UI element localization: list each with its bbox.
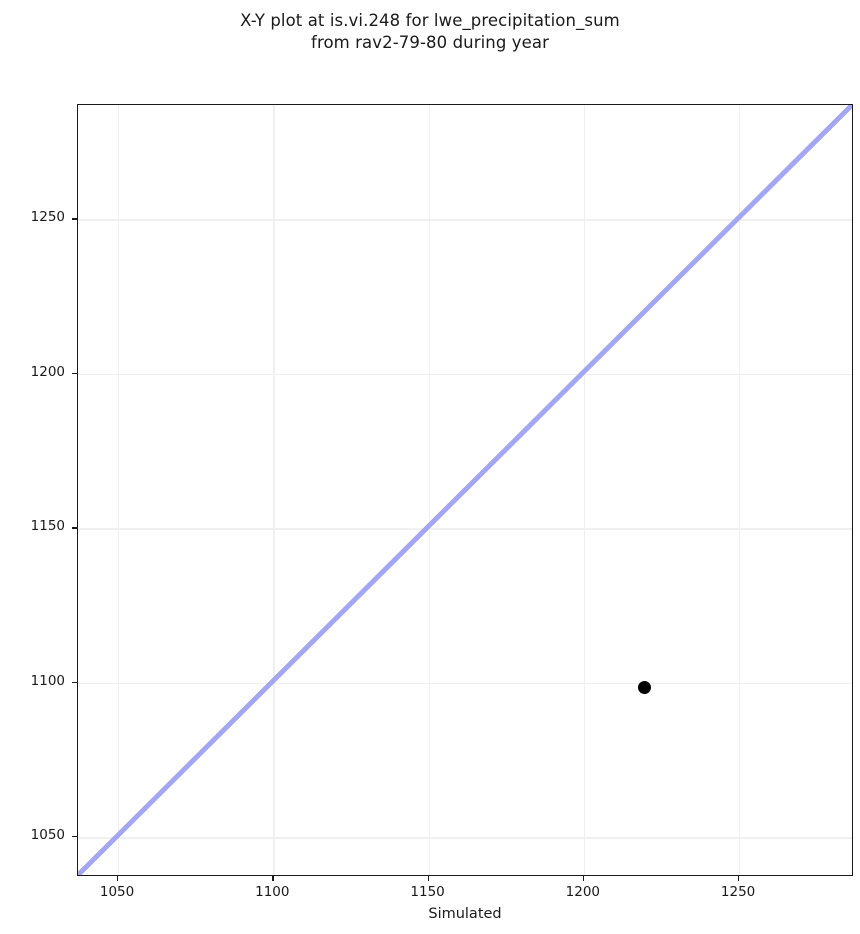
x-axis-label: Simulated [428, 906, 502, 922]
y-tick-label: 1150 [30, 518, 65, 535]
gridline-vertical [739, 105, 741, 875]
y-tick-mark [72, 527, 77, 529]
gridline-horizontal [78, 373, 852, 376]
y-tick-mark [72, 218, 77, 220]
one-to-one-reference-line [78, 105, 852, 875]
y-tick-label: 1050 [30, 827, 65, 844]
y-tick-label: 1200 [30, 363, 65, 380]
gridline-vertical [118, 105, 120, 875]
gridline-horizontal [78, 528, 852, 530]
x-tick-label: 1100 [255, 884, 290, 900]
gridline-horizontal [78, 219, 852, 221]
x-tick-mark [117, 876, 119, 881]
x-tick-label: 1050 [99, 884, 135, 900]
gridline-horizontal [78, 682, 852, 685]
x-tick-mark [738, 876, 740, 881]
y-tick-mark [72, 681, 77, 683]
x-tick-mark [272, 876, 274, 881]
chart-title: X-Y plot at is.vi.248 for lwe_precipitat… [240, 11, 620, 52]
x-tick-mark [427, 876, 429, 881]
x-tick-mark [582, 876, 585, 881]
y-tick-label: 1100 [30, 672, 65, 689]
gridline-horizontal [78, 837, 852, 839]
x-tick-label: 1200 [565, 884, 601, 900]
gridline-vertical [428, 105, 430, 875]
y-tick-mark [72, 836, 77, 838]
data-point-marker [638, 681, 652, 695]
x-tick-label: 1150 [410, 884, 445, 900]
x-tick-label: 1250 [720, 884, 756, 900]
plot-area [77, 104, 853, 876]
y-tick-mark [72, 372, 77, 375]
gridline-vertical [273, 105, 275, 875]
gridline-vertical [583, 105, 586, 875]
y-tick-label: 1250 [30, 209, 65, 226]
